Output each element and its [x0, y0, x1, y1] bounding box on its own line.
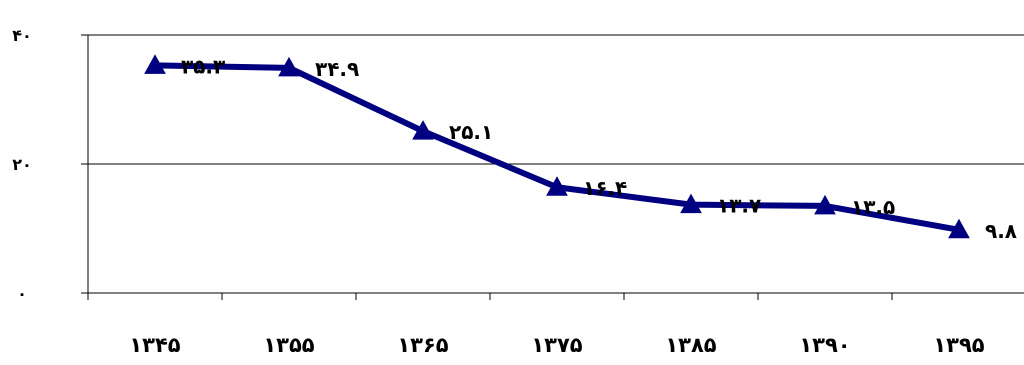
- x-tick-label-6: ۱۳۹۵: [933, 333, 984, 357]
- x-tick-label-0: ۱۳۴۵: [129, 333, 180, 357]
- x-tick-label-1: ۱۳۵۵: [263, 333, 314, 357]
- y-tick-label-1: ۲۰: [12, 155, 32, 174]
- data-label-5: ۱۳.۵: [851, 195, 895, 219]
- data-point-4: [680, 193, 702, 214]
- data-label-3: ۱۶.۴: [583, 176, 627, 200]
- data-point-0: [144, 54, 166, 74]
- y-tick-label-2: ۴۰: [12, 26, 32, 45]
- data-label-4: ۱۳.۷: [717, 194, 761, 218]
- axes: [81, 34, 1024, 300]
- x-tick-label-2: ۱۳۶۵: [397, 333, 448, 357]
- data-point-2: [412, 120, 434, 140]
- x-tick-label-4: ۱۳۸۵: [665, 333, 716, 357]
- data-point-1: [278, 56, 300, 77]
- data-point-5: [814, 194, 836, 215]
- y-tick-labels: ۰ ۲۰ ۴۰: [12, 26, 32, 303]
- data-label-1: ۳۴.۹: [315, 57, 359, 81]
- data-labels: ۳۵.۳ ۳۴.۹ ۲۵.۱ ۱۶.۴ ۱۳.۷ ۱۳.۵ ۹.۸: [181, 54, 1017, 242]
- y-tick-label-0: ۰: [17, 284, 27, 303]
- data-point-3: [546, 176, 568, 196]
- data-label-0: ۳۵.۳: [181, 54, 225, 78]
- x-tick-label-5: ۱۳۹۰: [799, 333, 850, 357]
- gridlines: [88, 34, 1024, 165]
- data-label-2: ۲۵.۱: [449, 120, 493, 144]
- data-label-6: ۹.۸: [985, 219, 1017, 243]
- series-markers: [144, 54, 970, 239]
- series-line: [152, 62, 962, 233]
- series-polyline: [152, 62, 962, 233]
- x-tick-labels: ۱۳۴۵ ۱۳۵۵ ۱۳۶۵ ۱۳۷۵ ۱۳۸۵ ۱۳۹۰ ۱۳۹۵: [129, 333, 984, 357]
- data-point-6: [948, 218, 970, 239]
- x-tick-label-3: ۱۳۷۵: [531, 333, 582, 357]
